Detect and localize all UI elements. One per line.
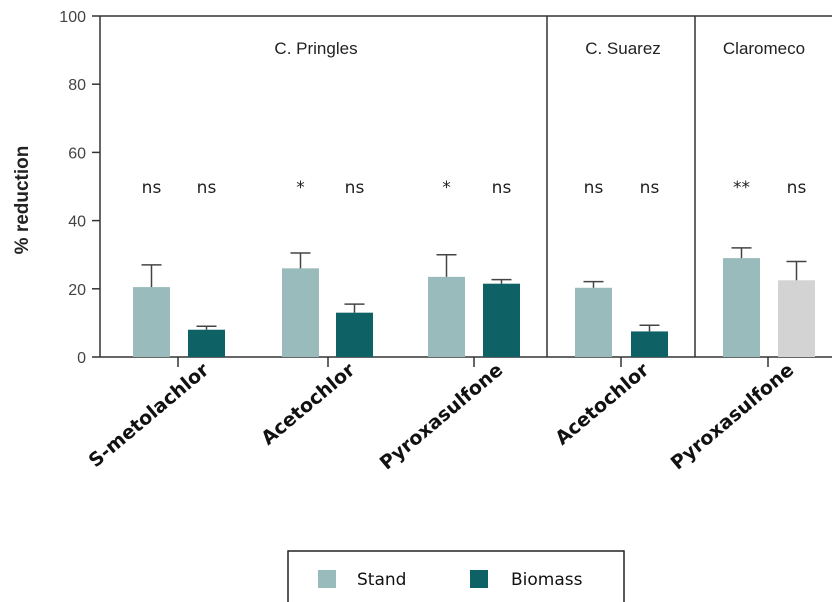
significance-label: ns bbox=[142, 178, 162, 198]
y-tick-label: 80 bbox=[68, 77, 86, 94]
bar bbox=[282, 268, 319, 357]
y-tick-label: 0 bbox=[77, 350, 86, 367]
significance-label: * bbox=[296, 178, 305, 198]
bar bbox=[723, 258, 760, 357]
category-label: Pyroxasulfone bbox=[376, 359, 508, 474]
bar bbox=[336, 312, 373, 357]
category-label: S-metolachlor bbox=[85, 359, 214, 472]
category-label: Acetochlor bbox=[551, 359, 654, 450]
legend-box bbox=[287, 550, 625, 602]
bar bbox=[188, 329, 225, 357]
legend-swatch bbox=[470, 570, 488, 588]
significance-label: ns bbox=[640, 178, 660, 198]
y-tick-label: 60 bbox=[68, 145, 86, 162]
y-tick-label: 100 bbox=[59, 9, 86, 26]
legend-swatch bbox=[318, 570, 336, 588]
significance-label: ns bbox=[345, 178, 365, 198]
legend-label: Biomass bbox=[511, 570, 583, 590]
bars: ns ns S-metolachlor * ns Acetochlor * ns Pyroxas… bbox=[85, 178, 815, 474]
significance-label: ** bbox=[733, 178, 750, 198]
region-label: C. Suarez bbox=[585, 39, 661, 58]
bar bbox=[778, 280, 815, 357]
bar bbox=[428, 276, 465, 357]
y-tick-label: 20 bbox=[68, 282, 86, 299]
legend-label: Stand bbox=[357, 570, 406, 590]
legend: Stand Biomass bbox=[287, 550, 625, 602]
category-label: Acetochlor bbox=[257, 359, 360, 450]
y-axis-label: % reduction bbox=[12, 146, 33, 255]
region-label: Claromeco bbox=[723, 39, 805, 58]
bar bbox=[483, 283, 520, 357]
significance-label: ns bbox=[584, 178, 604, 198]
region-label: C. Pringles bbox=[274, 39, 357, 58]
bar bbox=[575, 287, 612, 357]
significance-label: ns bbox=[787, 178, 807, 198]
bar bbox=[631, 331, 668, 357]
significance-label: ns bbox=[197, 178, 217, 198]
bar bbox=[133, 287, 170, 357]
category-label: Pyroxasulfone bbox=[667, 359, 799, 474]
y-tick-label: 40 bbox=[68, 214, 86, 231]
significance-label: * bbox=[442, 178, 451, 198]
significance-label: ns bbox=[492, 178, 512, 198]
